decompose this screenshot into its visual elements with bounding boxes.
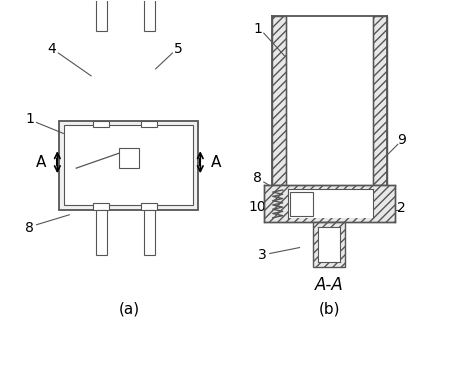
Bar <box>144 0 155 31</box>
Text: A: A <box>36 155 47 170</box>
Bar <box>272 16 286 185</box>
Text: 1: 1 <box>25 112 34 126</box>
Text: 2: 2 <box>397 201 406 215</box>
Bar <box>93 120 109 127</box>
Text: 3: 3 <box>258 249 266 262</box>
Bar <box>373 16 387 185</box>
Bar <box>96 210 107 255</box>
Bar <box>119 148 139 168</box>
Text: 5: 5 <box>174 42 183 56</box>
Bar <box>60 120 198 210</box>
Bar <box>289 192 313 216</box>
Text: 9: 9 <box>397 133 406 147</box>
Text: 10: 10 <box>248 200 266 214</box>
Bar <box>313 222 345 267</box>
Bar <box>286 16 373 185</box>
Text: (a): (a) <box>118 302 139 317</box>
Text: (b): (b) <box>318 302 340 317</box>
Text: 4: 4 <box>47 42 56 56</box>
Bar <box>264 185 395 222</box>
Text: 8: 8 <box>253 171 262 185</box>
Bar <box>288 189 373 218</box>
Bar <box>93 203 109 210</box>
Text: A-A: A-A <box>315 276 344 294</box>
Text: A: A <box>211 155 221 170</box>
Bar <box>141 120 157 127</box>
Bar <box>318 227 340 262</box>
Text: 1: 1 <box>253 22 262 36</box>
Bar <box>64 126 193 205</box>
Bar <box>96 0 107 31</box>
Text: 8: 8 <box>25 221 34 235</box>
Bar <box>141 203 157 210</box>
Bar <box>144 210 155 255</box>
